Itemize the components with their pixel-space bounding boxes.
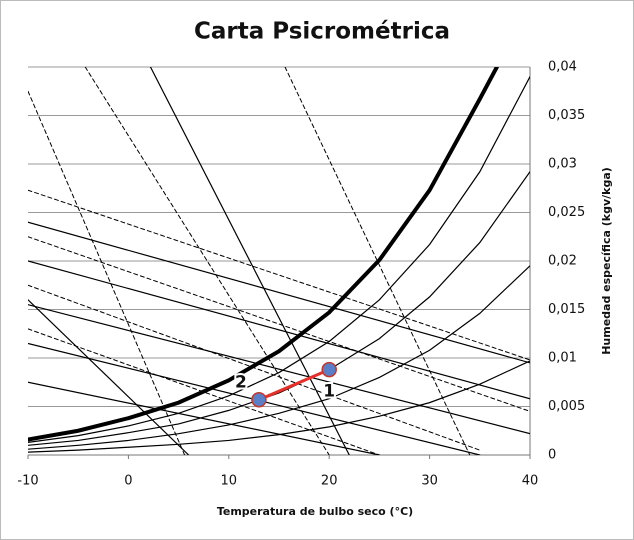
x-axis-label: Temperatura de bulbo seco (°C) bbox=[217, 505, 413, 518]
y-tick-label: 0,03 bbox=[548, 157, 577, 172]
point-label: 2 bbox=[235, 373, 247, 393]
y-tick-label: 0,005 bbox=[548, 399, 585, 414]
series-line bbox=[28, 76, 530, 443]
chart-title: Carta Psicrométrica bbox=[194, 19, 450, 45]
state-point bbox=[251, 391, 267, 408]
series-line bbox=[149, 67, 350, 455]
series-line bbox=[28, 328, 380, 455]
series-line bbox=[284, 67, 471, 455]
plot-lines bbox=[28, 67, 530, 455]
series-line bbox=[28, 221, 530, 364]
series-line bbox=[28, 90, 186, 455]
series-line bbox=[28, 304, 530, 435]
y-tick-label: 0,035 bbox=[548, 108, 585, 123]
x-tick-label: 10 bbox=[221, 474, 238, 489]
point-label: 1 bbox=[323, 382, 335, 402]
y-axis-label: Humedad específica (kgv/kga) bbox=[600, 167, 613, 355]
series-line bbox=[28, 67, 499, 442]
x-tick-label: 20 bbox=[321, 474, 338, 489]
x-tick-label: 40 bbox=[522, 474, 539, 489]
y-tick-label: 0,015 bbox=[548, 302, 585, 317]
y-tick-label: 0,025 bbox=[548, 205, 585, 220]
series-line bbox=[28, 381, 380, 455]
series-line bbox=[28, 299, 190, 455]
series-line bbox=[28, 236, 530, 412]
y-tick-label: 0,02 bbox=[548, 254, 577, 269]
series-line bbox=[28, 260, 530, 400]
series-line bbox=[257, 368, 331, 402]
x-tick-label: 30 bbox=[421, 474, 438, 489]
series-line bbox=[28, 265, 530, 450]
y-tick-label: 0 bbox=[548, 448, 556, 463]
x-tick-label: -10 bbox=[17, 474, 38, 489]
x-tick-label: 0 bbox=[124, 474, 132, 489]
series-line bbox=[28, 171, 530, 446]
y-tick-label: 0,01 bbox=[548, 351, 577, 366]
state-point bbox=[321, 361, 337, 378]
series-line bbox=[28, 284, 481, 451]
series-line bbox=[28, 189, 530, 361]
series-line bbox=[84, 67, 330, 455]
y-tick-label: 0,04 bbox=[548, 60, 577, 75]
